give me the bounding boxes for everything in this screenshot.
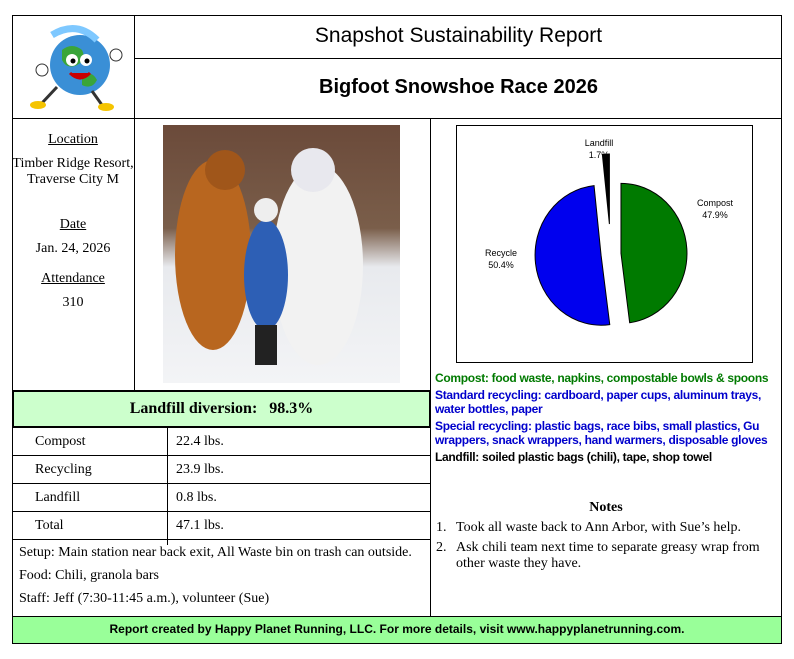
note-item: 2. Ask chili team next time to separate g… xyxy=(436,540,776,572)
pie-label-compost: 47.9% xyxy=(702,210,728,220)
notes-section: Notes 1. Took all waste back to Ann Arbor… xyxy=(436,500,776,572)
row-label: Landfill xyxy=(35,490,81,505)
setup-text: Setup: Main station near back exit, All … xyxy=(19,545,412,560)
location-value: Timber Ridge Resort, Traverse City M xyxy=(12,156,134,187)
event-photo xyxy=(163,125,400,383)
footer: Report created by Happy Planet Running, … xyxy=(12,616,782,644)
diversion-banner: Landfill diversion: 98.3% xyxy=(12,390,431,428)
logo xyxy=(12,15,135,119)
diversion-value: 98.3% xyxy=(269,400,314,417)
location-label: Location xyxy=(48,132,98,147)
row-label: Compost xyxy=(35,434,86,449)
note-text: Took all waste back to Ann Arbor, with S… xyxy=(456,520,742,535)
note-item: 1. Took all waste back to Ann Arbor, with… xyxy=(436,520,776,536)
table-row: Total 47.1 lbs. xyxy=(12,512,430,545)
photo-cell-divider xyxy=(430,119,431,617)
note-text: Ask chili team next time to separate gre… xyxy=(456,540,760,571)
legend-landfill: Landfill: soiled plastic bags (chili), t… xyxy=(435,450,712,464)
pie-slice-recycle xyxy=(534,185,611,326)
table-row: Landfill 0.8 lbs. xyxy=(12,484,430,517)
legend-standard-recycling: Standard recycling: cardboard, paper cup… xyxy=(435,388,762,416)
header-divider xyxy=(12,118,782,119)
row-value: 22.4 lbs. xyxy=(167,428,224,461)
note-number: 2. xyxy=(436,540,447,555)
pie-slice-compost xyxy=(620,182,688,324)
note-number: 1. xyxy=(436,520,447,535)
event-title: Bigfoot Snowshoe Race 2026 xyxy=(319,76,598,98)
food-text: Food: Chili, granola bars xyxy=(19,568,159,583)
report-title: Snapshot Sustainability Report xyxy=(135,15,782,59)
pie-label-landfill: Landfill xyxy=(585,138,614,148)
row-label: Total xyxy=(35,518,64,533)
info-column: Location Timber Ridge Resort, Traverse C… xyxy=(12,119,135,390)
row-label: Recycling xyxy=(35,462,92,477)
notes-title: Notes xyxy=(589,500,623,515)
legend-compost: Compost: food waste, napkins, compostabl… xyxy=(435,371,769,385)
date-value: Jan. 24, 2026 xyxy=(35,241,111,256)
staff-text: Staff: Jeff (7:30-11:45 a.m.), volunteer… xyxy=(19,591,270,606)
pie-label-recycle: Recycle xyxy=(485,248,517,258)
legend-special-recycling: Special recycling: plastic bags, race bi… xyxy=(435,419,768,447)
event-details: Setup: Main station near back exit, All … xyxy=(19,544,429,608)
pie-slice-landfill xyxy=(601,153,610,225)
bigfoot-costumes-image xyxy=(175,148,363,365)
footer-text: Report created by Happy Planet Running, … xyxy=(109,622,685,636)
row-value: 23.9 lbs. xyxy=(167,456,224,489)
table-row: Compost 22.4 lbs. xyxy=(12,428,430,461)
waste-pie-chart: Compost 47.9% Recycle 50.4% Landfill 1.7% xyxy=(456,125,753,363)
attendance-label: Attendance xyxy=(41,271,105,286)
waste-legend: Compost: food waste, napkins, compostabl… xyxy=(435,371,781,464)
diversion-label: Landfill diversion: xyxy=(129,400,258,417)
globe-mascot-icon xyxy=(30,25,123,111)
row-value: 47.1 lbs. xyxy=(167,512,224,545)
row-value: 0.8 lbs. xyxy=(167,484,217,517)
attendance-value: 310 xyxy=(62,295,84,310)
table-row: Recycling 23.9 lbs. xyxy=(12,456,430,489)
date-label: Date xyxy=(59,217,87,232)
pie-label-recycle: 50.4% xyxy=(488,260,514,270)
pie-label-landfill: 1.7% xyxy=(589,150,610,160)
pie-label-compost: Compost xyxy=(697,198,734,208)
